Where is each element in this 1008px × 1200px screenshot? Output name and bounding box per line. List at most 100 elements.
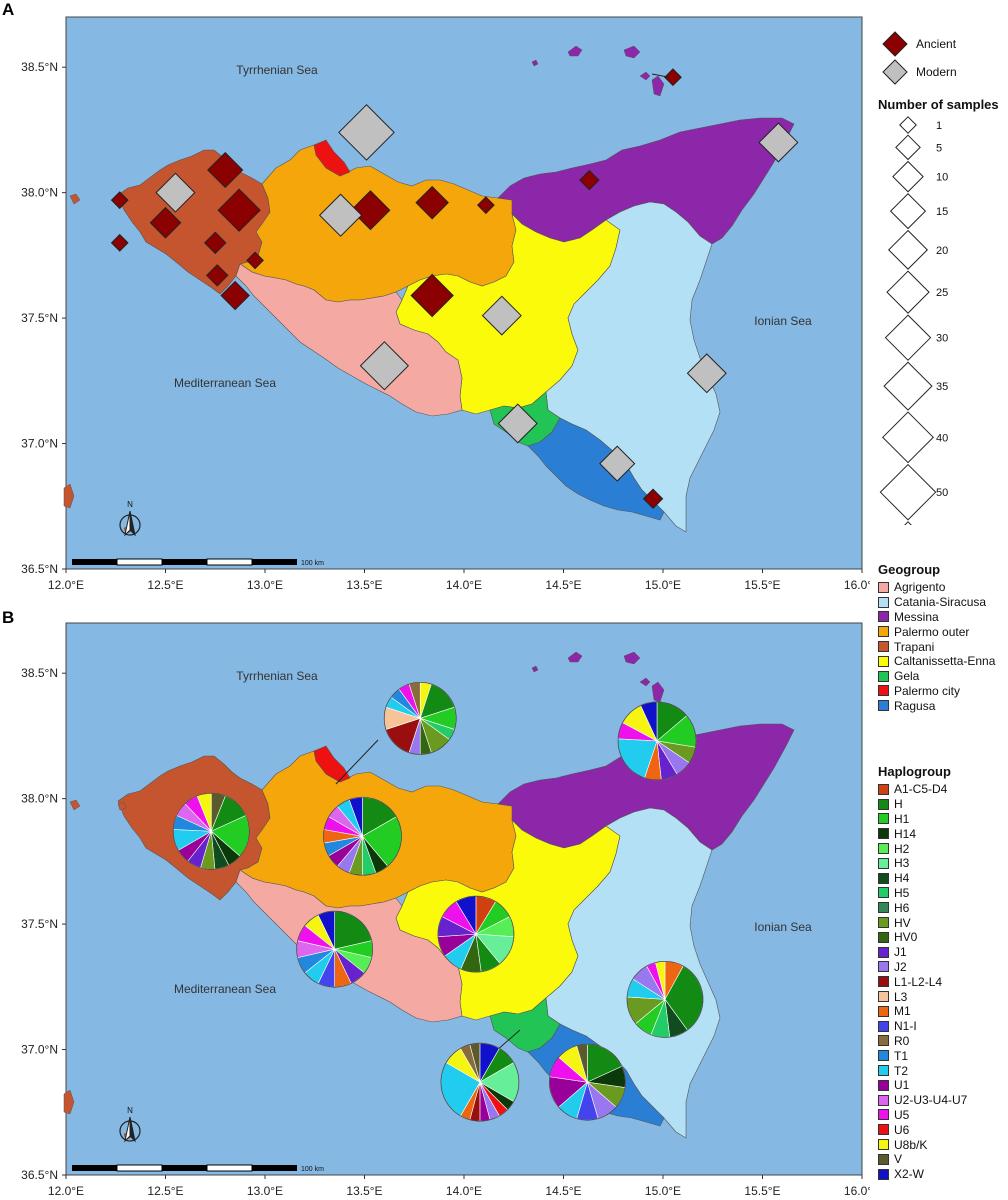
north-arrow: N [119,500,141,537]
haplogroup-legend-item: H14 [878,826,1008,841]
haplogroup-legend-item: N1-I [878,1019,1008,1034]
scale-bar: 100 km [72,558,324,567]
haplogroup-swatch [878,991,889,1003]
haplogroup-legend-item: H1 [878,812,1008,827]
haplogroup-label: U6 [894,1122,910,1137]
haplogroup-swatch [878,1109,889,1121]
island [567,45,583,57]
region-catania [545,807,721,1139]
pie-catania-siracusa [626,960,704,1038]
haplogroup-swatch [878,1005,889,1017]
size-legend-diamond [889,193,927,230]
lon-tick-label: 13.0°E [247,1184,283,1198]
haplogroup-legend-item: U8b/K [878,1137,1008,1152]
ancient-sample-marker [110,191,129,210]
haplogroup-swatch [878,1124,889,1136]
haplogroup-swatch [878,961,889,973]
haplogroup-swatch [878,1035,889,1047]
lat-tick-label: 37.5°N [21,917,58,931]
island [639,677,651,687]
island [63,1089,75,1115]
pie-agrigento [296,910,374,988]
geogroup-swatch [878,655,889,667]
geogroup-label: Palermo city [894,683,961,698]
lat-tick-label: 36.5°N [21,562,58,576]
map-axes: 38.5°N 38.0°N 37.5°N 37.0°N 36.5°N 12.0°E 12.5… [21,60,870,592]
ancient-sample-marker [204,231,227,255]
modern-sample-marker [686,353,727,394]
island [623,651,641,665]
haplogroup-legend-item: H3 [878,856,1008,871]
island [69,799,81,811]
haplogroup-legend-item: T2 [878,1063,1008,1078]
lat-tick-label: 38.0°N [21,186,58,200]
haplogroup-swatch [878,1094,889,1106]
ancient-diamond-icon [882,31,908,57]
haplogroup-swatch [878,872,889,884]
modern-sample-marker [758,122,799,163]
island [639,71,651,81]
legend-sample-size-title: Number of samples [878,97,999,112]
haplogroup-swatch [878,887,889,899]
haplogroup-swatch [878,917,889,929]
size-legend-diamond [883,361,933,411]
haplogroup-legend-item: X2-W [878,1167,1008,1182]
haplogroup-label: J1 [894,945,907,960]
island [651,75,665,97]
label-ionian-sea-b: Ionian Sea [754,920,812,934]
size-legend-diamond [886,270,930,314]
pie-outline [626,960,704,1038]
ancient-sample-marker [205,264,229,287]
geogroup-swatch [878,700,889,712]
legend-ancient-label: Ancient [916,37,957,51]
ancient-sample-marker [642,488,664,509]
label-tyrrhenian-sea-b: Tyrrhenian Sea [236,669,318,683]
sample-size-diamonds: 1510152025303540506070 [879,116,948,525]
geogroup-legend-item: Palermo city [878,684,1008,699]
haplogroup-legend-item: A1-C5-D4 [878,782,1008,797]
haplogroup-label: A1-C5-D4 [894,782,948,797]
label-ionian-sea: Ionian Sea [754,314,812,328]
size-legend-label: 15 [936,206,948,218]
north-label-b: N [127,1106,133,1115]
pie-outline [548,1043,626,1121]
lon-tick-label: 14.0°E [446,578,482,592]
haplogroup-legend-item: H2 [878,841,1008,856]
size-legend-label: 10 [936,172,948,184]
haplogroup-legend-item: V [878,1152,1008,1167]
island [117,801,127,811]
size-legend-label: 50 [936,487,948,499]
lon-tick-label: 14.5°E [545,1184,581,1198]
pie-ragusa [548,1043,626,1121]
haplogroup-legend-item: M1 [878,1004,1008,1019]
pie-palermo-outer [323,796,402,876]
modern-sample-marker [599,445,636,482]
haplogroup-swatch [878,1020,889,1032]
legend-sample-type: Ancient Modern [880,30,1005,86]
lon-tick-label: 15.0°E [645,578,681,592]
haplogroup-legend-item: U2-U3-U4-U7 [878,1093,1008,1108]
size-legend-label: 35 [936,381,948,393]
modern-sample-marker [481,295,522,336]
haplogroup-legend-item: T1 [878,1048,1008,1063]
lon-tick-label: 13.5°E [346,578,382,592]
haplogroup-label: H1 [894,811,910,826]
lon-tick-label: 14.0°E [446,1184,482,1198]
region-palermo_city [313,139,351,177]
haplogroup-label: V [894,1152,903,1167]
haplogroup-swatch [878,1050,889,1062]
geogroup-legend-item: Catania-Siracusa [878,595,1008,610]
haplogroup-label: U2-U3-U4-U7 [894,1093,968,1108]
haplogroup-swatch [878,946,889,958]
pie-outline [383,681,457,755]
modern-sample-marker [359,341,410,391]
geogroup-legend-item: Trapani [878,639,1008,654]
haplogroup-legend-item: J1 [878,945,1008,960]
haplogroup-label: H4 [894,871,910,886]
size-legend-label: 25 [936,287,948,299]
pie-leader-palermo [335,739,379,785]
lon-tick-label: 13.0°E [247,578,283,592]
panel-b-label: B [2,608,15,627]
geogroup-legend-item: Ragusa [878,698,1008,713]
haplogroup-legend-item: L3 [878,989,1008,1004]
